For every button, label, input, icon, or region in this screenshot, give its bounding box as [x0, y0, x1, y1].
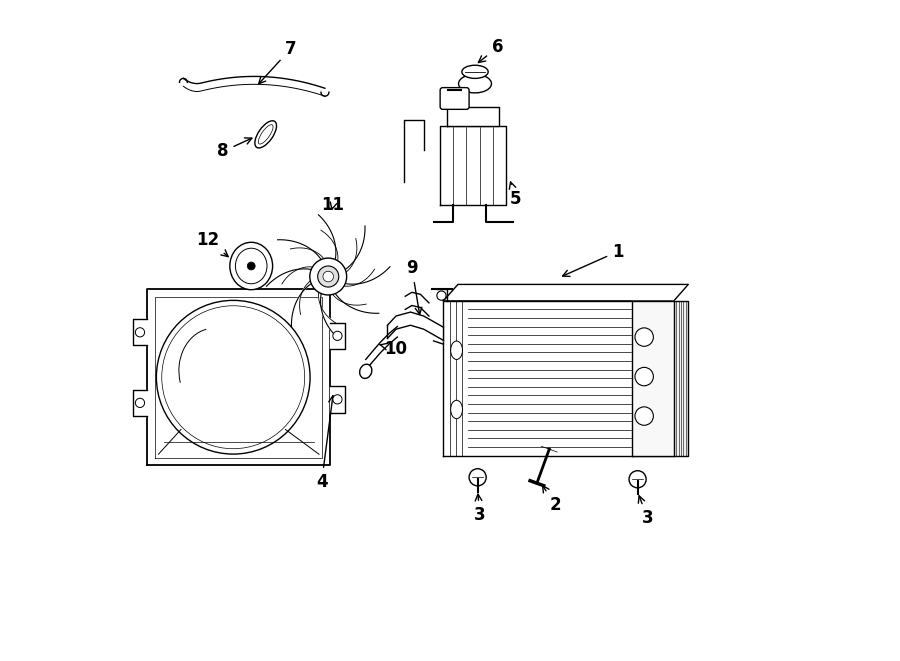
Ellipse shape [459, 75, 491, 93]
Text: 8: 8 [217, 138, 252, 161]
Circle shape [310, 258, 346, 295]
Circle shape [248, 262, 256, 270]
Circle shape [635, 368, 653, 386]
Polygon shape [440, 126, 506, 206]
Text: 3: 3 [473, 494, 485, 524]
Ellipse shape [230, 243, 273, 290]
Circle shape [318, 266, 338, 287]
Circle shape [162, 306, 305, 449]
Circle shape [323, 271, 334, 282]
Polygon shape [446, 106, 500, 126]
Polygon shape [277, 240, 324, 260]
Polygon shape [444, 301, 674, 455]
Polygon shape [330, 386, 345, 412]
Circle shape [635, 407, 653, 425]
Polygon shape [344, 267, 390, 286]
Circle shape [635, 328, 653, 346]
Polygon shape [633, 301, 674, 455]
Polygon shape [184, 77, 325, 96]
Text: 12: 12 [196, 231, 228, 256]
Polygon shape [346, 226, 365, 272]
Polygon shape [292, 281, 311, 327]
Ellipse shape [360, 364, 372, 378]
Polygon shape [444, 284, 688, 301]
Text: 1: 1 [562, 243, 624, 276]
Text: 7: 7 [258, 40, 296, 84]
Text: 9: 9 [406, 259, 422, 315]
Ellipse shape [451, 341, 463, 360]
Ellipse shape [255, 121, 276, 148]
Polygon shape [132, 390, 148, 416]
Polygon shape [330, 323, 345, 349]
Text: 5: 5 [509, 182, 522, 208]
Circle shape [135, 328, 145, 337]
Ellipse shape [236, 249, 267, 284]
Circle shape [436, 291, 446, 300]
Text: 10: 10 [379, 340, 408, 358]
Polygon shape [319, 215, 338, 260]
Ellipse shape [451, 401, 463, 418]
Circle shape [629, 471, 646, 488]
Polygon shape [333, 293, 379, 313]
Circle shape [469, 469, 486, 486]
Circle shape [135, 399, 145, 407]
Polygon shape [674, 301, 688, 455]
Text: 4: 4 [316, 396, 336, 491]
Polygon shape [266, 267, 312, 286]
Ellipse shape [462, 65, 488, 79]
Text: 2: 2 [543, 486, 561, 514]
Polygon shape [132, 319, 148, 346]
Polygon shape [148, 289, 330, 465]
Text: 6: 6 [479, 38, 503, 63]
Circle shape [333, 395, 342, 404]
Circle shape [333, 331, 342, 340]
Ellipse shape [258, 125, 273, 144]
Text: 11: 11 [321, 196, 345, 214]
Polygon shape [319, 292, 338, 338]
FancyBboxPatch shape [440, 88, 469, 109]
Circle shape [157, 300, 310, 454]
Text: 3: 3 [638, 496, 653, 527]
